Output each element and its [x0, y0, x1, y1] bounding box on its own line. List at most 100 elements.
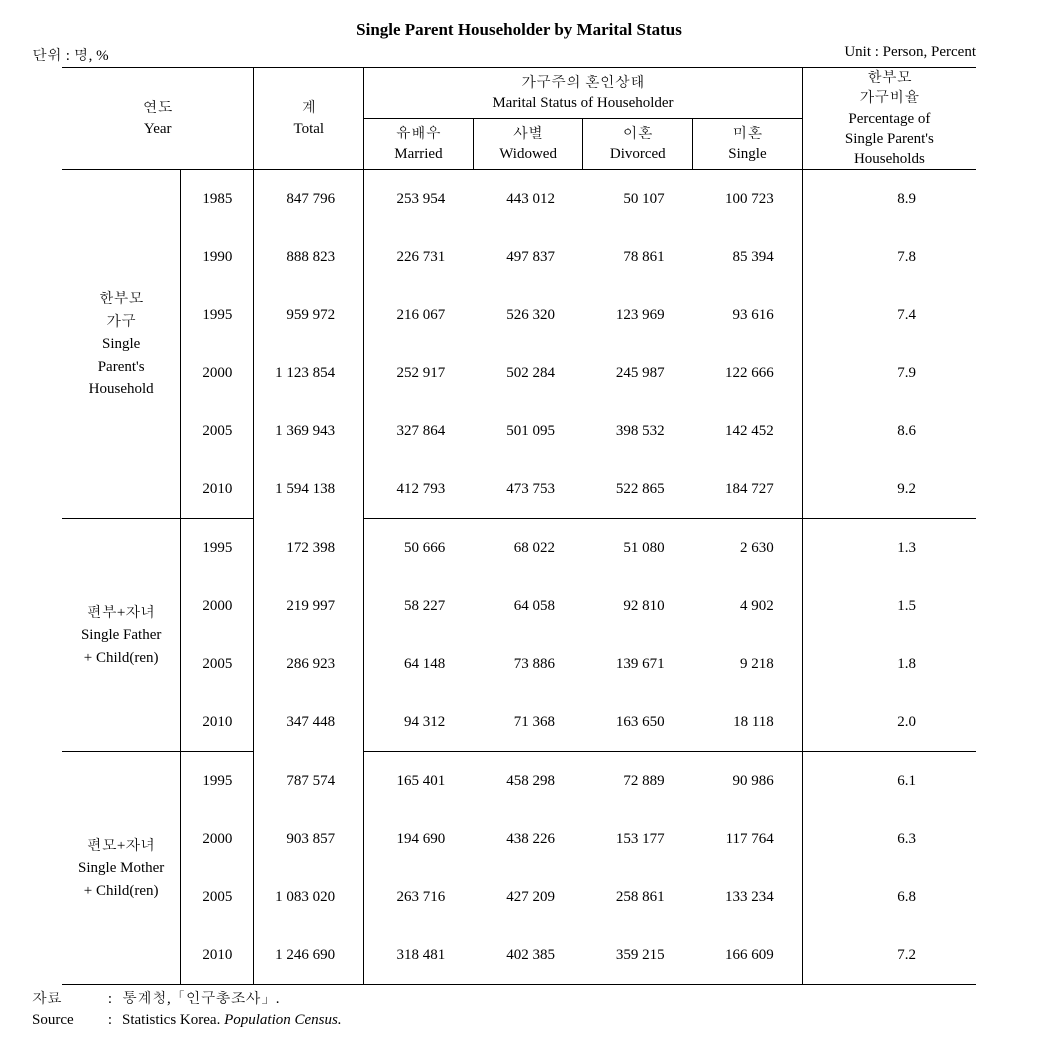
cell-married: 194 690	[364, 810, 474, 868]
cell-total: 347 448	[254, 693, 364, 752]
cell-total: 1 594 138	[254, 460, 364, 519]
cell-pct: 2.0	[802, 693, 976, 752]
cell-divorced: 245 987	[583, 344, 693, 402]
cell-divorced: 522 865	[583, 460, 693, 519]
cell-single: 85 394	[693, 228, 803, 286]
cell-divorced: 92 810	[583, 577, 693, 635]
cell-widowed: 68 022	[473, 519, 583, 578]
cell-pct: 1.8	[802, 635, 976, 693]
cell-total: 1 083 020	[254, 868, 364, 926]
cell-single: 18 118	[693, 693, 803, 752]
cell-divorced: 359 215	[583, 926, 693, 985]
cell-single: 100 723	[693, 170, 803, 229]
unit-right: Unit : Person, Percent	[844, 44, 976, 65]
cell-pct: 6.8	[802, 868, 976, 926]
cell-divorced: 139 671	[583, 635, 693, 693]
footer-value-en: Statistics Korea. Population Census.	[116, 1010, 342, 1031]
cell-single: 122 666	[693, 344, 803, 402]
cell-married: 327 864	[364, 402, 474, 460]
footer-source: 자료 : 통계청,「인구총조사」. Source : Statistics Ko…	[32, 989, 1018, 1031]
cell-married: 50 666	[364, 519, 474, 578]
cell-married: 216 067	[364, 286, 474, 344]
cell-single: 117 764	[693, 810, 803, 868]
cell-year: 2000	[181, 810, 254, 868]
cell-pct: 9.2	[802, 460, 976, 519]
cell-year: 1995	[181, 752, 254, 811]
cell-widowed: 458 298	[473, 752, 583, 811]
cell-single: 133 234	[693, 868, 803, 926]
group-label: 한부모가구SingleParent'sHousehold	[62, 170, 181, 519]
header-married: 유배우Married	[364, 119, 474, 170]
unit-left: 단위 : 명, %	[32, 44, 109, 65]
cell-pct: 8.6	[802, 402, 976, 460]
cell-total: 903 857	[254, 810, 364, 868]
header-year: 연도Year	[62, 68, 254, 170]
footer-value-ko: 통계청,「인구총조사」.	[116, 989, 280, 1010]
cell-married: 318 481	[364, 926, 474, 985]
header-marital-group: 가구주의 혼인상태Marital Status of Householder	[364, 68, 803, 119]
cell-single: 142 452	[693, 402, 803, 460]
cell-year: 2010	[181, 926, 254, 985]
cell-pct: 6.1	[802, 752, 976, 811]
cell-married: 165 401	[364, 752, 474, 811]
cell-total: 286 923	[254, 635, 364, 693]
cell-married: 253 954	[364, 170, 474, 229]
cell-pct: 7.4	[802, 286, 976, 344]
cell-single: 166 609	[693, 926, 803, 985]
cell-married: 64 148	[364, 635, 474, 693]
data-table: 연도Year 계Total 가구주의 혼인상태Marital Status of…	[62, 67, 976, 985]
cell-pct: 1.3	[802, 519, 976, 578]
cell-married: 263 716	[364, 868, 474, 926]
cell-widowed: 502 284	[473, 344, 583, 402]
footer-label-ko: 자료	[32, 989, 104, 1010]
cell-widowed: 64 058	[473, 577, 583, 635]
header-total: 계Total	[254, 68, 364, 170]
cell-single: 93 616	[693, 286, 803, 344]
group-label: 편부+자녀Single Father+ Child(ren)	[62, 519, 181, 752]
header-single: 미혼Single	[693, 119, 803, 170]
cell-year: 2005	[181, 868, 254, 926]
cell-total: 1 369 943	[254, 402, 364, 460]
cell-single: 9 218	[693, 635, 803, 693]
cell-year: 2000	[181, 344, 254, 402]
cell-total: 847 796	[254, 170, 364, 229]
cell-year: 1990	[181, 228, 254, 286]
cell-married: 412 793	[364, 460, 474, 519]
table-title: Single Parent Householder by Marital Sta…	[20, 20, 1018, 40]
cell-married: 94 312	[364, 693, 474, 752]
cell-total: 1 246 690	[254, 926, 364, 985]
header-percentage: 한부모 가구비율 Percentage of Single Parent's H…	[802, 68, 976, 170]
cell-year: 1995	[181, 519, 254, 578]
cell-total: 1 123 854	[254, 344, 364, 402]
cell-total: 787 574	[254, 752, 364, 811]
cell-year: 2005	[181, 402, 254, 460]
cell-single: 90 986	[693, 752, 803, 811]
cell-single: 4 902	[693, 577, 803, 635]
cell-widowed: 402 385	[473, 926, 583, 985]
cell-year: 2005	[181, 635, 254, 693]
header-divorced: 이혼Divorced	[583, 119, 693, 170]
cell-pct: 7.8	[802, 228, 976, 286]
cell-widowed: 501 095	[473, 402, 583, 460]
footer-label-en: Source	[32, 1010, 104, 1031]
cell-widowed: 71 368	[473, 693, 583, 752]
cell-total: 959 972	[254, 286, 364, 344]
cell-divorced: 163 650	[583, 693, 693, 752]
cell-widowed: 473 753	[473, 460, 583, 519]
cell-pct: 6.3	[802, 810, 976, 868]
cell-married: 226 731	[364, 228, 474, 286]
cell-divorced: 398 532	[583, 402, 693, 460]
cell-year: 1985	[181, 170, 254, 229]
cell-divorced: 50 107	[583, 170, 693, 229]
cell-widowed: 427 209	[473, 868, 583, 926]
cell-total: 172 398	[254, 519, 364, 578]
cell-single: 2 630	[693, 519, 803, 578]
cell-married: 252 917	[364, 344, 474, 402]
cell-total: 888 823	[254, 228, 364, 286]
group-label: 편모+자녀Single Mother+ Child(ren)	[62, 752, 181, 985]
cell-widowed: 438 226	[473, 810, 583, 868]
cell-year: 2000	[181, 577, 254, 635]
header-widowed: 사별Widowed	[473, 119, 583, 170]
cell-pct: 8.9	[802, 170, 976, 229]
cell-single: 184 727	[693, 460, 803, 519]
